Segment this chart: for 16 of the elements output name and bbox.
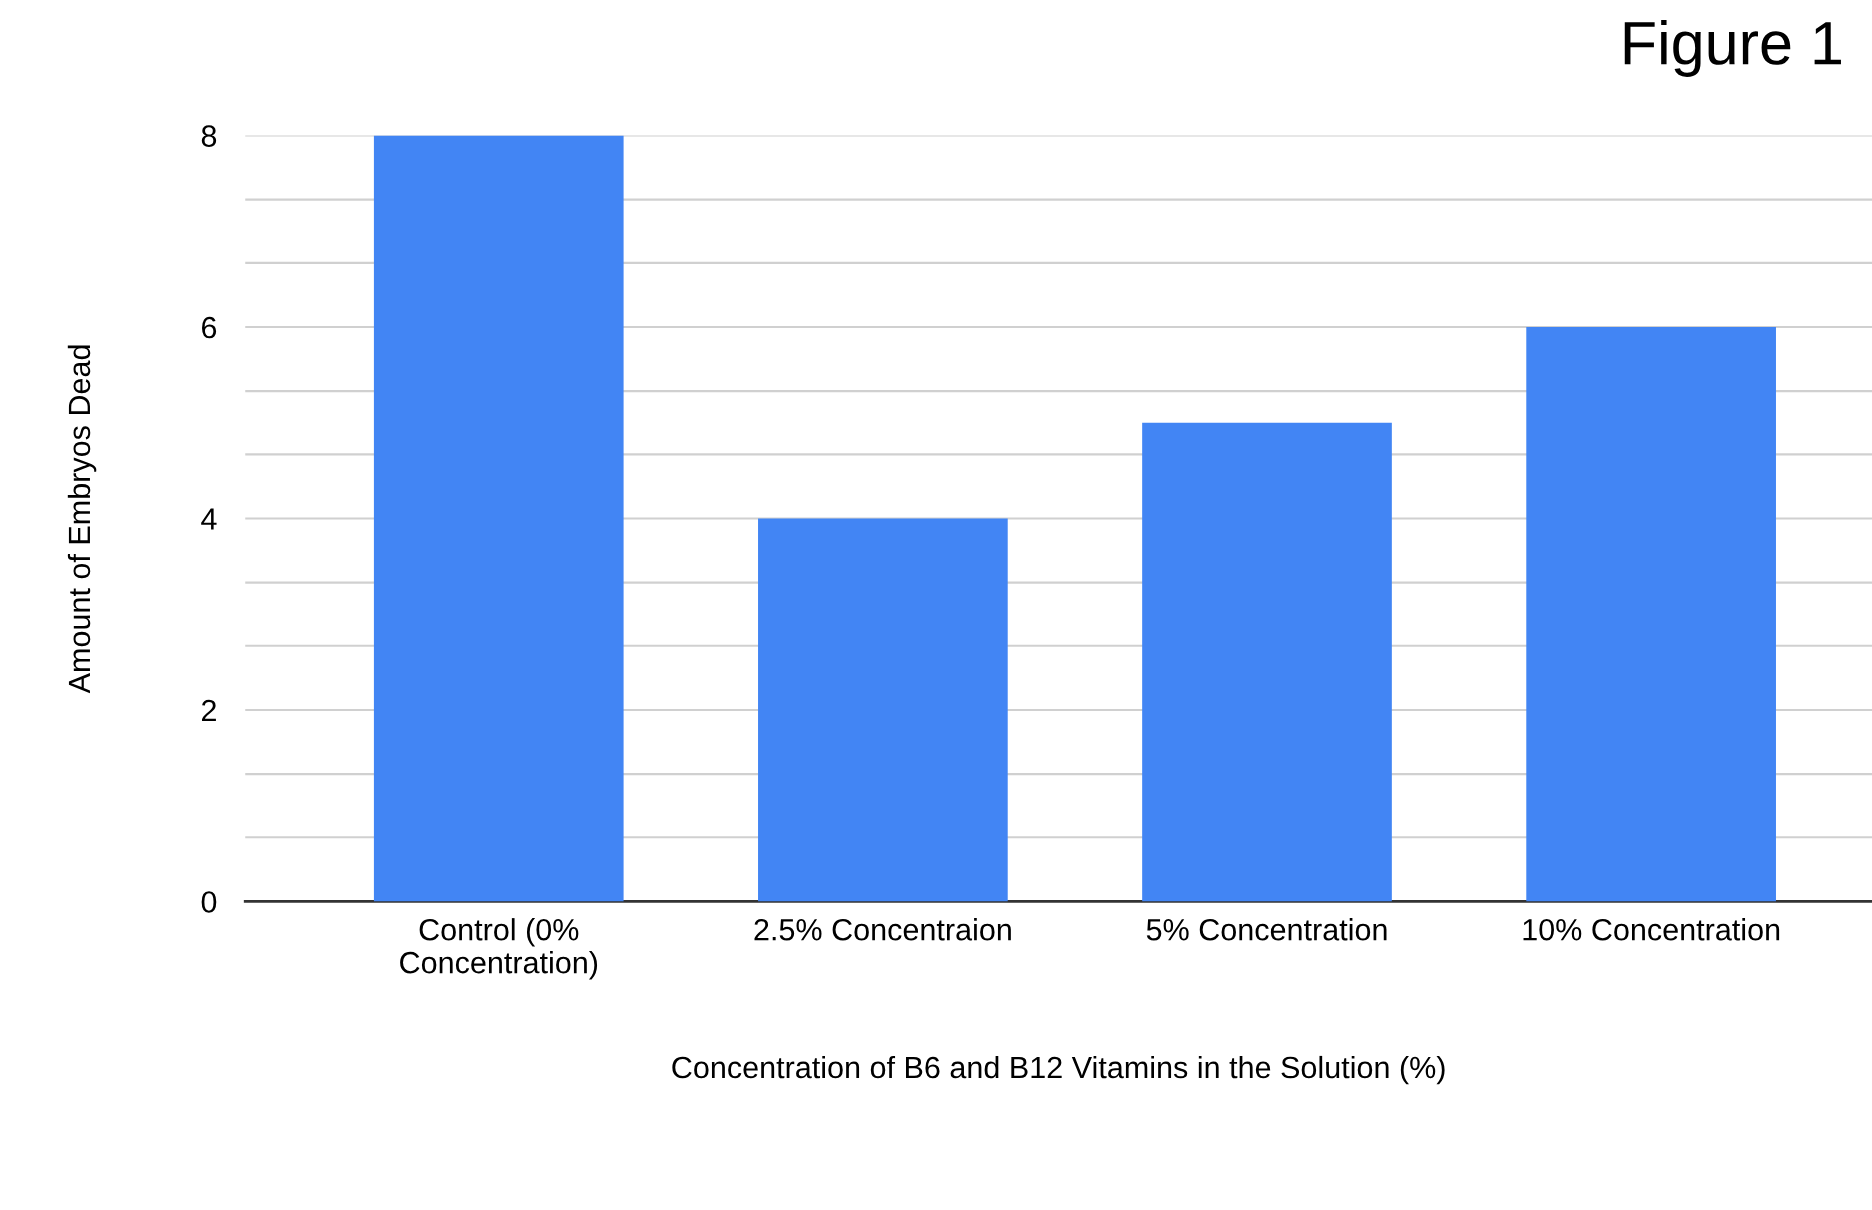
x-axis-title: Concentration of B6 and B12 Vitamins in the Solution (%): [672, 1055, 1445, 1085]
bar: [1526, 327, 1776, 902]
y-axis-title: Amount of Embryos Dead: [67, 345, 97, 694]
y-tick-label: 6: [202, 316, 217, 339]
x-tick-label: Control (0% Concentration): [400, 918, 598, 980]
bar: [373, 135, 624, 902]
x-tick-label: 2.5% Concentraion: [754, 918, 1011, 941]
y-tick-label: 2: [202, 699, 216, 722]
y-tick-label: 0: [201, 891, 217, 913]
x-tick-label: 5% Concentration: [1146, 918, 1387, 941]
y-tick-label: 8: [201, 125, 217, 147]
y-tick-label: 4: [201, 508, 217, 530]
x-tick-label: 10% Concentration: [1523, 918, 1780, 941]
chart-title: Figure 1: [1624, 19, 1841, 77]
bar: [1142, 422, 1392, 902]
bar: [758, 518, 1008, 902]
